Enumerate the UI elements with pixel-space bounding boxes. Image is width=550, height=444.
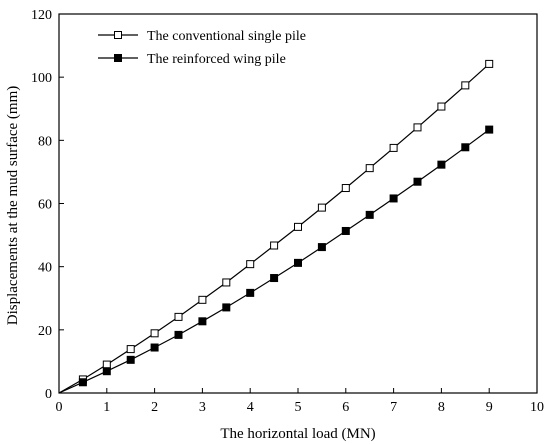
data-point [198,295,207,304]
x-tick-label: 6 [342,400,349,415]
data-point [270,241,279,250]
x-tick-label: 2 [151,400,158,415]
axes [58,13,538,394]
data-point [270,274,279,283]
series-layer [58,59,494,394]
data-point [102,367,111,376]
x-tick-label: 5 [295,400,302,415]
legend-item: The reinforced wing pile [98,52,286,67]
y-tick-label: 0 [45,387,52,402]
legend-marker [114,54,122,62]
legend-marker [114,31,122,39]
series-1 [58,59,494,394]
series-line [58,63,490,394]
y-tick-label: 100 [31,71,52,86]
data-point [294,258,302,267]
x-tick-label: 9 [486,400,493,415]
data-point [437,160,446,169]
x-axis-title: The horizontal load (MN) [220,426,375,442]
y-tick-label: 20 [38,324,52,339]
data-point [365,164,374,173]
legend-item: The conventional single pile [98,29,306,44]
y-tick-label: 40 [38,261,52,276]
data-point [461,81,470,90]
data-point [413,123,422,132]
legend-label: The reinforced wing pile [147,52,286,67]
data-point [461,143,470,152]
data-point [317,203,326,212]
series-2 [58,125,494,394]
legend-label: The conventional single pile [147,29,306,44]
data-point [341,184,350,193]
data-point [389,194,398,203]
data-point [150,343,159,352]
data-point [365,210,374,219]
legend: The conventional single pile The reinforc… [98,29,306,67]
x-tick-label: 8 [438,400,445,415]
x-tick-label: 1 [103,400,110,415]
data-point [78,378,87,387]
data-point [126,355,135,364]
data-point [198,317,207,326]
x-tick-label: 10 [530,400,544,415]
data-point [222,278,231,287]
data-point [102,360,111,369]
data-point [294,222,302,231]
data-point [317,243,326,252]
plot-frame [58,13,538,394]
data-point [246,260,255,269]
data-point [174,330,183,339]
y-tick-label: 80 [38,134,52,149]
data-point [341,226,350,235]
x-tick-label: 0 [56,400,63,415]
y-tick-label: 120 [31,8,52,23]
x-tick-label: 3 [199,400,206,415]
data-point [150,329,159,338]
y-axis-title: Displacements at the mud surface (mm) [5,86,21,326]
data-point [389,143,398,152]
data-point [174,312,183,321]
x-tick-label: 7 [390,400,397,415]
data-point [437,102,446,111]
data-point [222,303,231,312]
data-point [413,177,422,186]
data-point [485,125,494,134]
data-point [485,59,494,68]
data-point [126,345,135,354]
x-tick-label: 4 [247,400,254,415]
y-tick-label: 60 [38,198,52,213]
data-point [246,288,255,297]
